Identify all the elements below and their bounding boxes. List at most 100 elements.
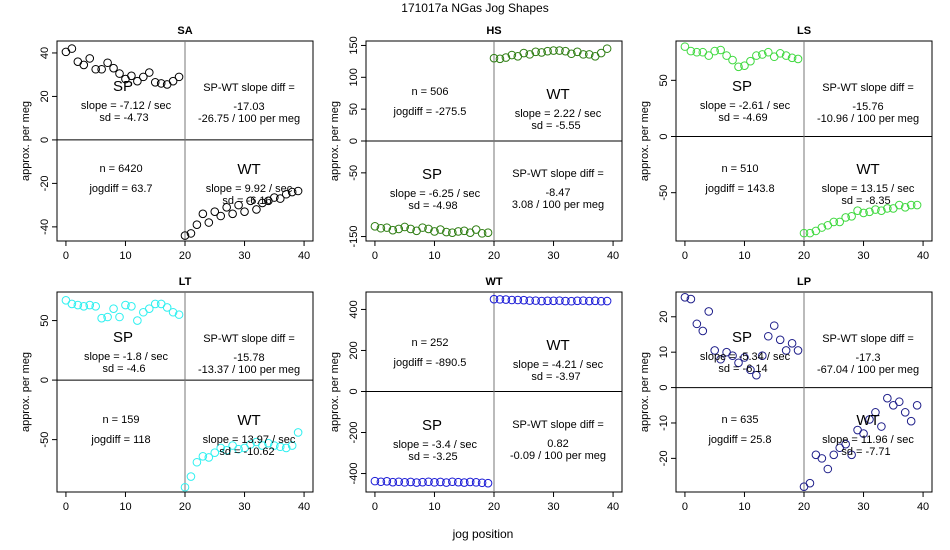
wt-sd: sd = -3.97 xyxy=(531,371,580,383)
sp-point xyxy=(115,312,124,322)
wt-point xyxy=(537,296,546,306)
sp-point xyxy=(442,478,451,487)
sp-point xyxy=(734,62,743,72)
x-tick-label: 40 xyxy=(917,250,929,262)
jogdiff-label: jogdiff = 63.7 xyxy=(88,183,152,195)
wt-point xyxy=(258,441,267,450)
wt-point xyxy=(555,46,564,55)
wt-point xyxy=(602,44,612,53)
sp-point xyxy=(775,49,785,58)
wt-point xyxy=(246,196,255,206)
shared-x-axis-label: jog position xyxy=(452,527,514,541)
x-tick-label: 10 xyxy=(428,501,440,513)
wt-point xyxy=(883,393,892,403)
sp-point xyxy=(471,225,481,234)
wt-point xyxy=(823,464,833,474)
wt-point xyxy=(507,50,517,60)
sp-point xyxy=(758,50,767,59)
sp-point xyxy=(424,224,433,234)
x-tick-label: 0 xyxy=(372,501,378,513)
x-tick-label: 20 xyxy=(179,501,191,513)
y-tick-label: 400 xyxy=(348,300,360,318)
x-tick-label: 30 xyxy=(857,250,869,262)
y-tick-label: -400 xyxy=(348,463,360,485)
sp-label: SP xyxy=(732,329,752,346)
sp-sd: sd = -4.6 xyxy=(102,363,145,375)
sp-point xyxy=(758,351,767,361)
sp-point xyxy=(79,60,89,70)
y-axis-label: approx. per meg xyxy=(20,101,32,181)
sp-label: SP xyxy=(422,417,442,434)
wt-point xyxy=(602,296,612,306)
y-tick-label: 50 xyxy=(39,314,51,326)
wt-point xyxy=(216,443,226,453)
sp-point xyxy=(680,42,690,51)
wt-point xyxy=(900,408,910,417)
wt-point xyxy=(240,207,249,216)
sp-point xyxy=(436,477,445,487)
sp-point xyxy=(388,225,398,235)
sp-point xyxy=(424,477,433,487)
sp-point xyxy=(133,76,142,86)
x-tick-label: 20 xyxy=(488,250,500,262)
wt-point xyxy=(501,295,511,304)
wt-slope: slope = 2.22 / sec xyxy=(515,108,602,120)
wt-point xyxy=(228,209,237,219)
sp-point xyxy=(752,51,761,60)
jogdiff-label: jogdiff = -890.5 xyxy=(393,357,467,369)
y-axis-label: approx. per meg xyxy=(639,352,651,432)
x-tick-label: 10 xyxy=(738,501,750,513)
wt-point xyxy=(513,295,523,305)
sp-point xyxy=(67,299,77,309)
wt-point xyxy=(180,231,190,240)
x-tick-label: 0 xyxy=(63,501,69,513)
wt-point xyxy=(525,50,535,59)
sp-point xyxy=(144,304,154,313)
x-tick-label: 40 xyxy=(298,250,310,262)
sp-point xyxy=(73,300,83,310)
wt-point xyxy=(519,295,529,305)
wt-point xyxy=(829,450,839,460)
sp-point xyxy=(150,78,160,87)
panel-title: HS xyxy=(486,25,501,37)
y-tick-label: -20 xyxy=(39,175,51,191)
sp-point xyxy=(787,53,797,63)
y-tick-label: -150 xyxy=(348,226,360,248)
wt-point xyxy=(210,207,220,216)
wt-point xyxy=(525,296,535,305)
sp-point xyxy=(376,477,386,487)
slope-diff-value: -17.3 xyxy=(855,352,880,364)
wt-sd: sd = -5.55 xyxy=(531,120,580,132)
sp-point xyxy=(115,69,124,78)
y-tick-label: -50 xyxy=(348,165,360,181)
wt-point xyxy=(180,482,190,492)
wt-sd: sd = -8.35 xyxy=(841,195,890,207)
slope-diff-value: -15.78 xyxy=(233,352,264,364)
sp-point xyxy=(109,304,118,313)
sp-point xyxy=(793,346,803,355)
y-tick-label: -10 xyxy=(658,415,670,431)
sp-point xyxy=(418,477,427,487)
wt-slope: slope = 13.15 / sec xyxy=(822,183,915,195)
wt-point xyxy=(222,446,231,455)
x-tick-label: 20 xyxy=(798,250,810,262)
y-axis-label: approx. per meg xyxy=(329,352,341,432)
wt-point xyxy=(216,211,226,221)
wt-point xyxy=(865,415,874,424)
wt-point xyxy=(549,296,558,306)
wt-point xyxy=(906,416,916,426)
wt-point xyxy=(234,200,243,210)
sp-point xyxy=(698,326,708,336)
wt-point xyxy=(264,438,273,448)
jogdiff-label: jogdiff = 143.8 xyxy=(704,183,774,195)
wt-point xyxy=(799,228,809,238)
sp-slope: slope = -6.25 / sec xyxy=(390,188,481,200)
jogdiff-label: jogdiff = 118 xyxy=(90,434,150,446)
wt-point xyxy=(489,53,499,63)
count-label: n = 159 xyxy=(102,414,139,426)
jogdiff-label: jogdiff = 25.8 xyxy=(707,434,771,446)
wt-point xyxy=(877,422,886,431)
wt-point xyxy=(495,295,505,304)
sp-point xyxy=(394,477,404,487)
